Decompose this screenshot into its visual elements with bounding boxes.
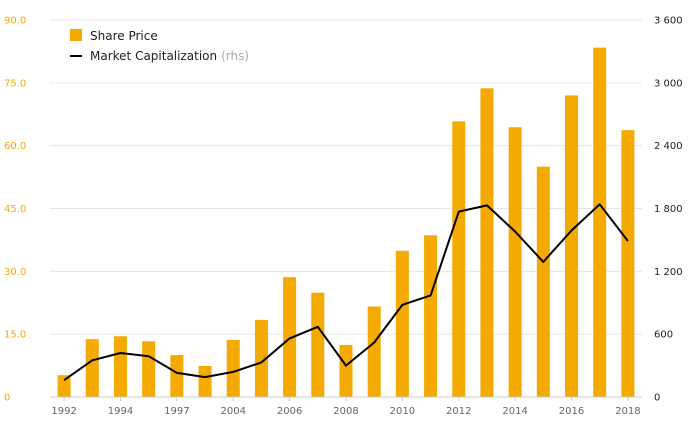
bar-share-price <box>226 340 240 397</box>
legend: Share Price Market Capitalization (rhs) <box>70 29 249 63</box>
x-tick-label: 2012 <box>446 406 471 417</box>
x-tick-label: 2004 <box>221 406 246 417</box>
right-tick-label: 3 000 <box>654 78 683 89</box>
bar-share-price <box>593 47 607 397</box>
bar-share-price <box>57 375 71 397</box>
bar-share-price <box>621 130 635 397</box>
x-tick-label: 2014 <box>502 406 527 417</box>
bar-share-price <box>395 250 409 397</box>
bar-share-price <box>565 95 579 398</box>
left-tick-label: 75.0 <box>4 78 26 89</box>
right-tick-label: 1 200 <box>654 267 683 278</box>
x-tick-label: 1994 <box>108 406 133 417</box>
left-tick-label: 60.0 <box>4 141 26 152</box>
x-tick-label: 2006 <box>277 406 302 417</box>
bar-share-price <box>198 366 212 397</box>
bar-share-price <box>536 166 550 397</box>
right-tick-label: 600 <box>654 330 673 341</box>
bar-share-price <box>311 292 325 397</box>
gridlines <box>50 19 642 335</box>
legend-label-share-price: Share Price <box>90 29 158 43</box>
right-tick-label: 0 <box>654 393 660 404</box>
bar-share-price <box>170 355 184 397</box>
bar-share-price <box>142 341 156 397</box>
right-axis: 0 600 1 200 1 800 2 400 3 000 3 600 <box>654 16 683 404</box>
left-tick-label: 45.0 <box>4 204 26 215</box>
right-tick-label: 3 600 <box>654 16 683 27</box>
x-tick-label: 2016 <box>559 406 584 417</box>
bar-share-price <box>367 306 381 397</box>
bar-share-price <box>254 319 268 397</box>
x-tick-label: 2018 <box>615 406 640 417</box>
legend-label-market-cap-name: Market Capitalization <box>90 49 217 63</box>
x-axis: 1992 1994 1997 2004 2006 2008 2010 2012 2014 2016… <box>51 397 641 417</box>
legend-label-market-cap-suffix: (rhs) <box>221 49 249 63</box>
line-series <box>63 203 629 382</box>
x-tick-label: 1997 <box>164 406 189 417</box>
bar-share-price <box>508 127 522 397</box>
x-tick-label: 1992 <box>51 406 76 417</box>
bar-share-price <box>339 345 353 397</box>
bar-share-price <box>452 121 466 398</box>
left-tick-label: 0 <box>4 393 10 404</box>
bar-share-price <box>480 88 494 397</box>
x-tick-label: 2008 <box>333 406 358 417</box>
left-axis: 0 15.0 30.0 45.0 60.0 75.0 90.0 <box>4 16 26 404</box>
bar-share-price <box>424 235 438 397</box>
legend-swatch-share-price <box>70 29 82 41</box>
bar-share-price <box>283 277 297 397</box>
line-market-cap <box>63 203 629 382</box>
x-tick-label: 2010 <box>390 406 415 417</box>
bar-share-price <box>85 339 99 397</box>
right-tick-label: 1 800 <box>654 204 683 215</box>
right-tick-label: 2 400 <box>654 141 683 152</box>
legend-label-market-cap: Market Capitalization (rhs) <box>90 49 249 63</box>
left-tick-label: 30.0 <box>4 267 26 278</box>
left-tick-label: 90.0 <box>4 16 26 27</box>
bar-series <box>57 47 635 398</box>
bar-share-price <box>113 336 127 397</box>
left-tick-label: 15.0 <box>4 330 26 341</box>
